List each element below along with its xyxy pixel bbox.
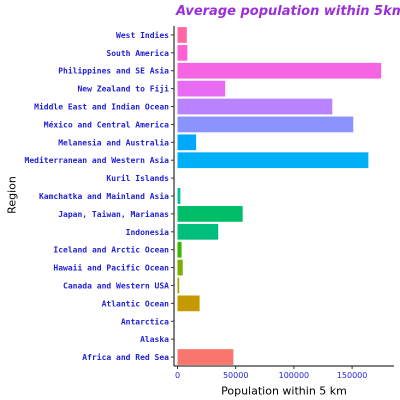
x-tick-label: 50000 [223, 371, 248, 380]
y-tick-label-atlantic-ocean: Atlantic Ocean [102, 298, 170, 308]
bar-south-america [177, 45, 187, 61]
bar-atlantic-ocean [177, 295, 199, 311]
bar-mexico-and-central-america [177, 117, 353, 133]
y-tick-label-japan-taiwan-marianas: Japan, Taiwan, Marianas [58, 209, 169, 219]
y-tick-label-west-indies: West Indies [116, 30, 169, 40]
y-tick-label-south-america: South America [106, 48, 169, 58]
bar-new-zealand-to-fiji [177, 81, 225, 97]
bar-melanesia-and-australia [177, 134, 196, 150]
y-tick-label-kamchatka-and-mainland-asia: Kamchatka and Mainland Asia [39, 191, 169, 201]
bar-indonesia [177, 224, 218, 240]
bar-canada-and-western-usa [177, 278, 179, 294]
bar-mediterranean-and-western-asia [177, 152, 368, 168]
y-tick-label-hawaii-and-pacific-ocean: Hawaii and Pacific Ocean [53, 263, 169, 273]
y-tick-label-iceland-and-arctic-ocean: Iceland and Arctic Ocean [53, 245, 169, 255]
y-tick-label-africa-and-red-sea: Africa and Red Sea [82, 352, 169, 362]
bar-africa-and-red-sea [177, 349, 233, 365]
x-tick-label: 150000 [337, 371, 368, 380]
y-tick-label-melanesia-and-australia: Melanesia and Australia [58, 137, 169, 147]
y-tick-label-canada-and-western-usa: Canada and Western USA [63, 281, 169, 290]
y-tick-label-philippines-and-se-asia: Philippines and SE Asia [58, 66, 169, 76]
y-tick-label-alaska: Alaska [140, 335, 169, 344]
bar-kamchatka-and-mainland-asia [177, 188, 180, 204]
y-tick-label-indonesia: Indonesia [126, 227, 170, 237]
y-tick-label-new-zealand-to-fiji: New Zealand to Fiji [77, 84, 169, 94]
y-tick-label-antarctica: Antarctica [121, 316, 169, 326]
bar-philippines-and-se-asia [177, 63, 381, 79]
y-tick-label-mexico-and-central-america: México and Central America [44, 119, 169, 129]
bar-middle-east-and-indian-ocean [177, 99, 332, 115]
bar-hawaii-and-pacific-ocean [177, 260, 182, 276]
y-tick-label-mediterranean-and-western-asia: Mediterranean and Western Asia [25, 155, 170, 165]
y-tick-label-kuril-islands: Kuril Islands [106, 173, 169, 183]
y-tick-label-middle-east-and-indian-ocean: Middle East and Indian Ocean [34, 102, 169, 112]
bar-iceland-and-arctic-ocean [177, 242, 181, 258]
x-tick-label: 100000 [279, 371, 310, 380]
bar-japan-taiwan-marianas [177, 206, 242, 222]
x-tick-label: 0 [175, 371, 180, 380]
bar-west-indies [177, 27, 186, 43]
